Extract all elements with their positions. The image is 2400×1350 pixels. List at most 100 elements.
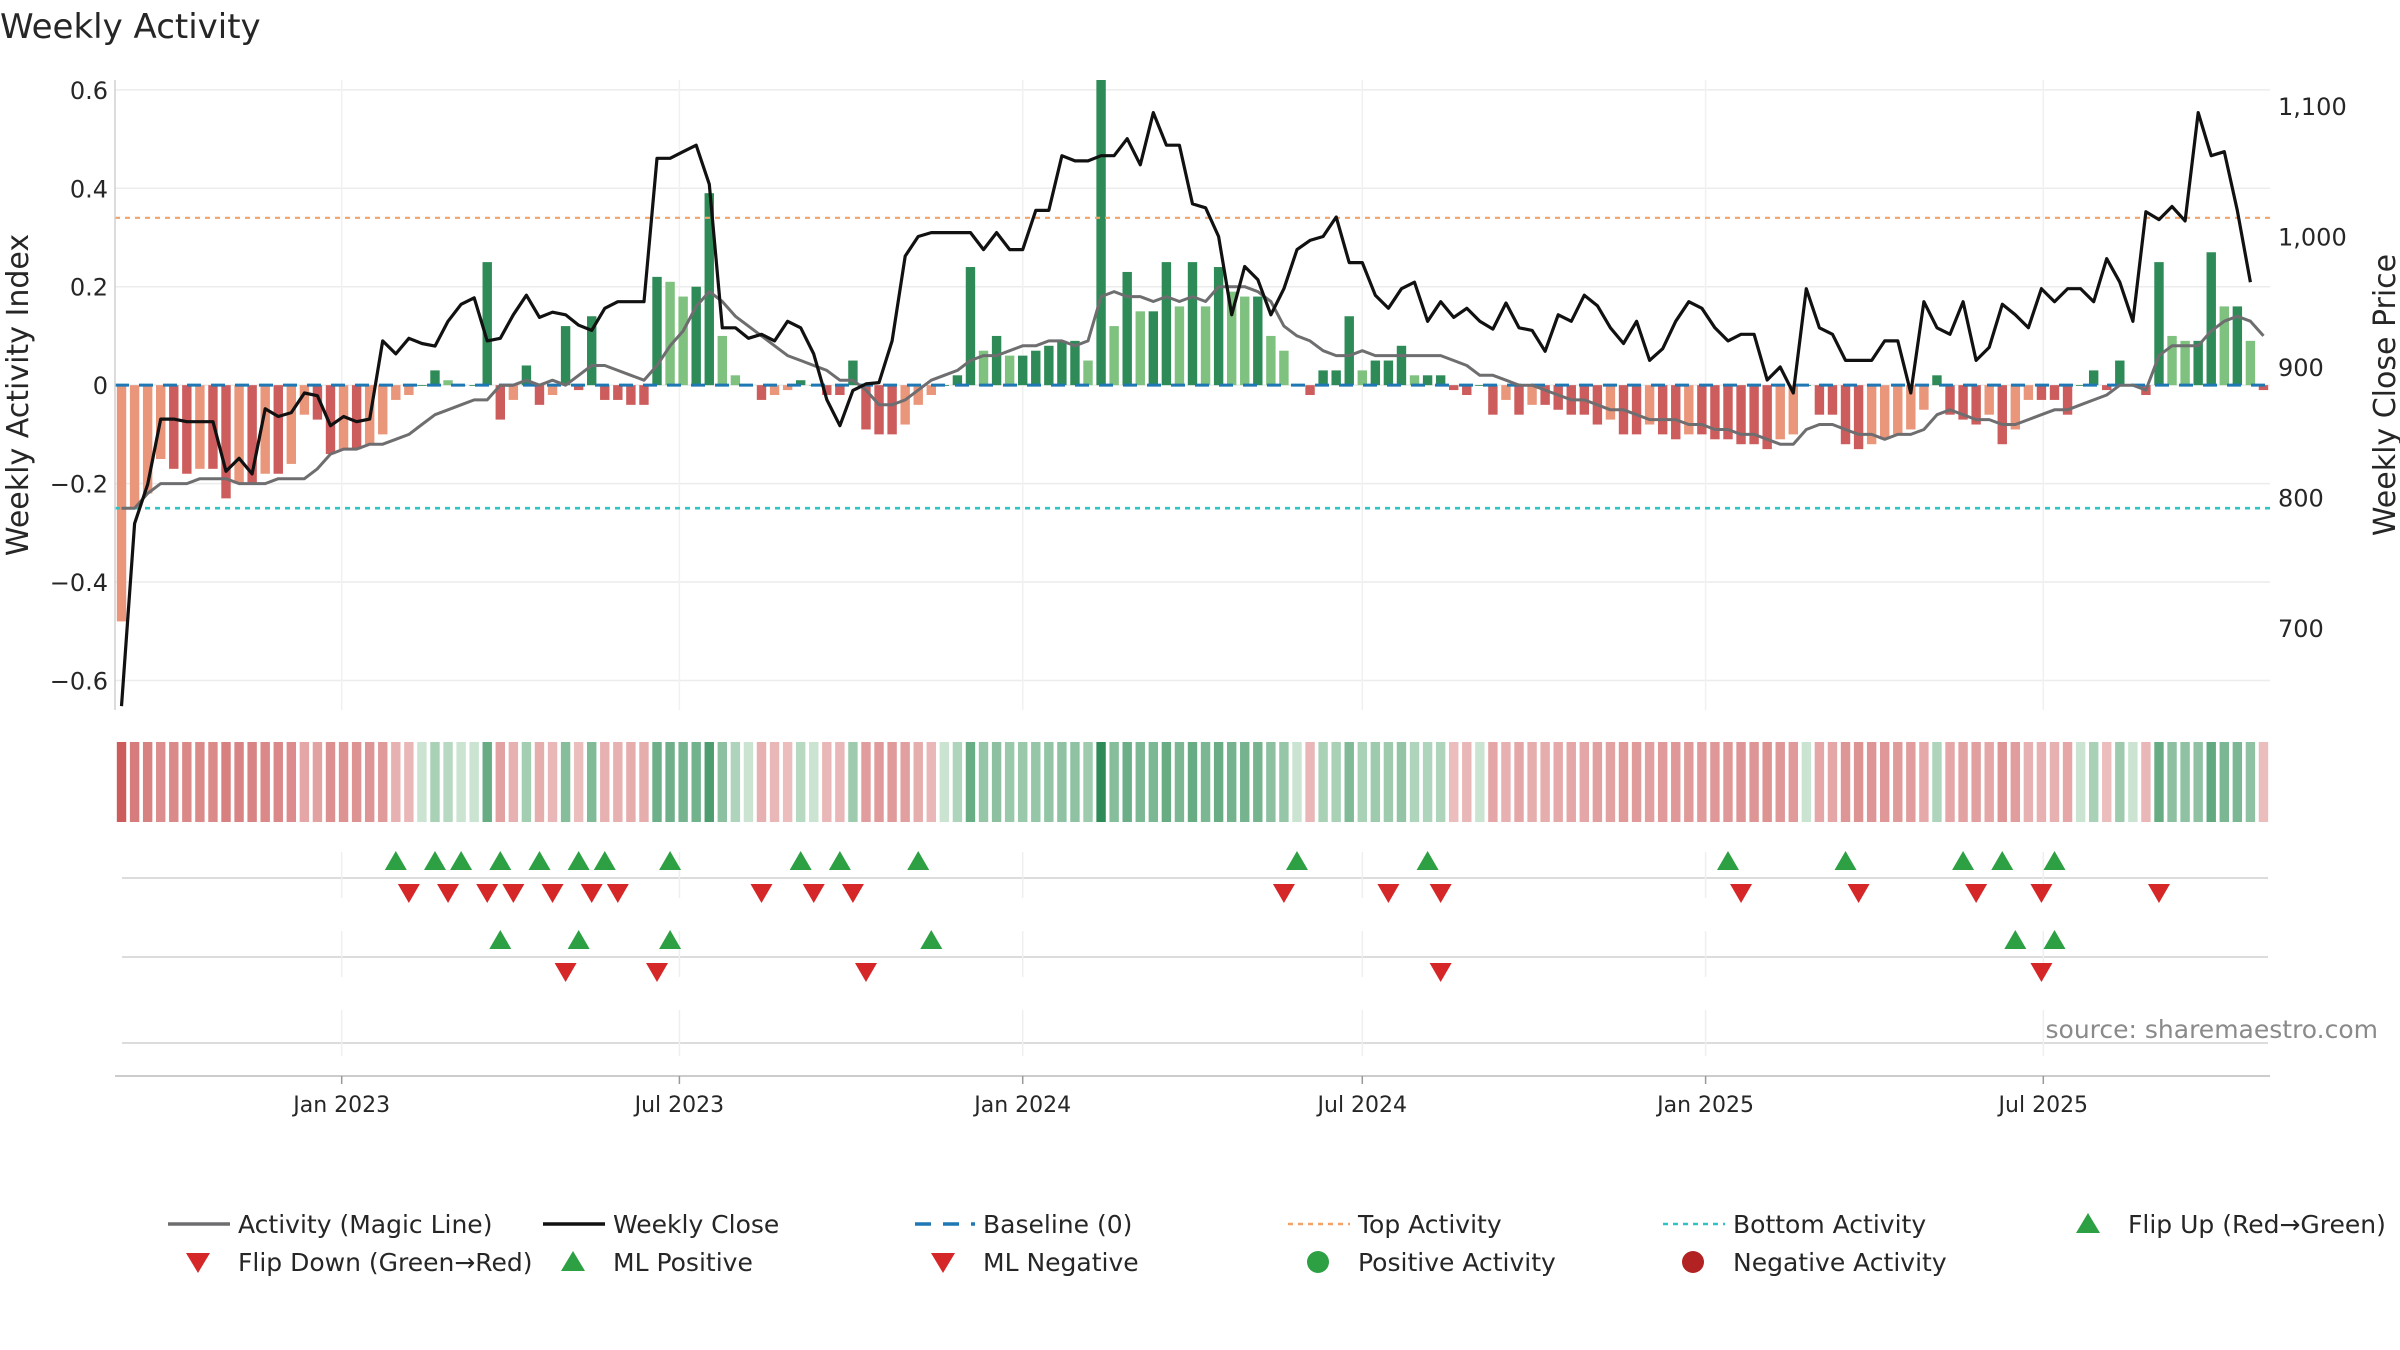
heat-strip-cell bbox=[1462, 742, 1472, 822]
heat-strip-cell bbox=[182, 742, 192, 822]
activity-bar bbox=[129, 385, 140, 509]
heat-strip-cell bbox=[1827, 742, 1838, 822]
activity-bar bbox=[978, 350, 989, 386]
legend-item: Weekly Close bbox=[543, 1210, 779, 1239]
heat-strip-cell bbox=[887, 742, 897, 822]
flip-up-marker bbox=[1952, 851, 1975, 870]
flip-down-marker bbox=[437, 884, 460, 903]
heat-strip-cell bbox=[665, 742, 675, 822]
flip-up-marker bbox=[789, 851, 812, 870]
activity-bar bbox=[221, 385, 231, 499]
activity-bar bbox=[325, 385, 336, 455]
heat-strip-cell bbox=[1618, 742, 1629, 822]
activity-bar bbox=[351, 385, 362, 450]
legend-label: Activity (Magic Line) bbox=[238, 1210, 492, 1239]
activity-bar bbox=[417, 385, 427, 386]
heat-strip-cell bbox=[2062, 742, 2073, 822]
activity-bar bbox=[2010, 385, 2021, 430]
heat-strip-cell bbox=[1292, 742, 1302, 822]
activity-bar bbox=[1357, 370, 1367, 386]
activity-bar bbox=[299, 385, 310, 415]
heat-strip-cell bbox=[1945, 742, 1955, 822]
activity-bar bbox=[2193, 340, 2203, 386]
heat-strip-cell bbox=[2206, 742, 2216, 822]
right-tick-label: 700 bbox=[2278, 615, 2324, 643]
heat-strip-cell bbox=[1906, 742, 1916, 822]
activity-bar bbox=[1370, 360, 1381, 386]
activity-bar bbox=[2206, 252, 2216, 386]
legend-item: Positive Activity bbox=[1307, 1248, 1556, 1277]
heat-strip-cell bbox=[1305, 742, 1315, 822]
activity-bar bbox=[1174, 306, 1185, 386]
heat-strip-cell bbox=[1592, 742, 1603, 822]
heat-strip-cell bbox=[234, 742, 244, 822]
heat-strip-cell bbox=[2154, 742, 2164, 822]
heat-strip-cell bbox=[809, 742, 819, 822]
legend-swatch bbox=[186, 1253, 210, 1273]
flip-up-marker bbox=[450, 851, 473, 870]
activity-bar bbox=[1018, 355, 1028, 386]
activity-bar bbox=[430, 370, 440, 386]
heat-strip-cell bbox=[822, 742, 832, 822]
heat-strip-cell bbox=[1331, 742, 1341, 822]
heat-strip-cell bbox=[221, 742, 231, 822]
activity-bar bbox=[482, 262, 492, 386]
activity-bar bbox=[1749, 385, 1759, 445]
activity-bar bbox=[1200, 306, 1211, 386]
activity-bar bbox=[534, 385, 545, 405]
activity-bar bbox=[247, 385, 257, 484]
x-tick-label: Jan 2025 bbox=[1655, 1093, 1754, 1118]
activity-bar bbox=[273, 385, 283, 474]
legend-label: Baseline (0) bbox=[983, 1210, 1132, 1239]
activity-bar bbox=[2219, 306, 2229, 386]
activity-bar bbox=[835, 385, 845, 395]
heat-strip-cell bbox=[2023, 742, 2034, 822]
heat-strip-cell bbox=[952, 742, 963, 822]
activity-bar bbox=[756, 385, 767, 400]
heat-strip-cell bbox=[1449, 742, 1459, 822]
heat-strip-cell bbox=[1814, 742, 1825, 822]
heat-strip-cell bbox=[521, 742, 532, 822]
flip-up-marker bbox=[907, 851, 930, 870]
heat-strip-cell bbox=[456, 742, 466, 822]
activity-bar bbox=[639, 385, 649, 405]
activity-bar bbox=[169, 385, 179, 469]
flip-down-marker bbox=[1965, 884, 1988, 903]
activity-bar bbox=[1135, 311, 1145, 386]
heat-strip-cell bbox=[1775, 742, 1785, 822]
activity-bar bbox=[1788, 385, 1798, 435]
activity-bar bbox=[1488, 385, 1498, 415]
heat-strip-cell bbox=[417, 742, 427, 822]
heat-strip-cell bbox=[1919, 742, 1929, 822]
activity-bar bbox=[848, 360, 858, 386]
heat-strip-cell bbox=[1736, 742, 1746, 822]
flip-down-marker bbox=[476, 884, 499, 903]
heat-strip-cell bbox=[639, 742, 649, 822]
flip-down-marker bbox=[2147, 884, 2170, 903]
legend-swatch bbox=[931, 1253, 955, 1273]
heat-strip-cell bbox=[835, 742, 845, 822]
activity-bar bbox=[2232, 306, 2243, 386]
heat-strip-cell bbox=[430, 742, 440, 822]
heat-strip-cell bbox=[1396, 742, 1407, 822]
heat-strip-cell bbox=[195, 742, 205, 822]
heat-strip-cell bbox=[1070, 742, 1080, 822]
heat-strip-cell bbox=[717, 742, 728, 822]
heat-strip-cell bbox=[2102, 742, 2112, 822]
ml-negative-marker bbox=[646, 963, 669, 982]
heat-strip-cell bbox=[312, 742, 323, 822]
heat-strip-cell bbox=[2088, 742, 2099, 822]
activity-bar bbox=[2154, 262, 2164, 386]
heat-strip-cell bbox=[1631, 742, 1642, 822]
x-tick-label: Jan 2024 bbox=[972, 1093, 1071, 1118]
heat-strip-cell bbox=[1096, 742, 1106, 822]
heat-strip-cell bbox=[1161, 742, 1172, 822]
heat-strip-cell bbox=[756, 742, 767, 822]
heat-strip-cell bbox=[1031, 742, 1041, 822]
x-axis: Jan 2023 Jul 2023 Jan 2024 Jul 2024 Jan 2025… bbox=[115, 1075, 2270, 1118]
heat-strip-cell bbox=[2258, 742, 2269, 822]
heat-strip-cell bbox=[1697, 742, 1707, 822]
heat-strip-cell bbox=[1893, 742, 1903, 822]
flip-up-marker bbox=[1285, 851, 1308, 870]
ml-positive-marker bbox=[920, 930, 943, 949]
